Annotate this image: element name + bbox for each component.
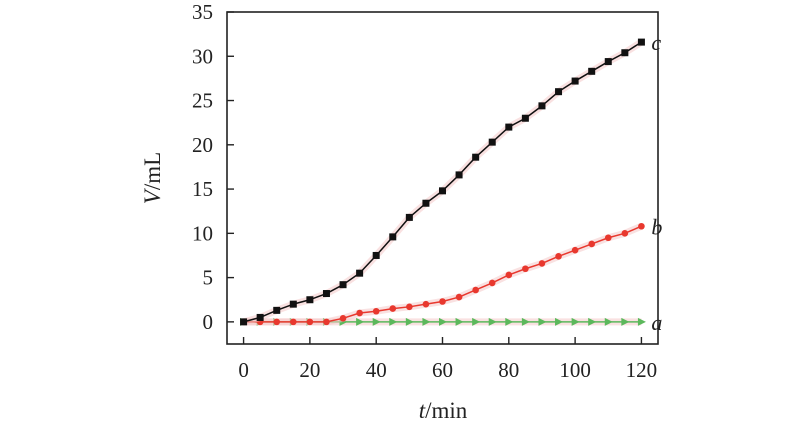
series-b-point [488, 279, 496, 287]
series-b-point [339, 315, 347, 322]
series-c-point [521, 114, 529, 122]
series-b-point [389, 305, 397, 312]
series-c-point [356, 269, 364, 277]
series-c-point [455, 171, 463, 179]
series-b-point [621, 230, 629, 237]
series-b-point [472, 286, 479, 294]
series-c-point [405, 213, 413, 221]
series-a-point [571, 317, 580, 326]
series-c-point [322, 290, 330, 298]
series-a-point [372, 317, 381, 326]
series-a-point [422, 317, 431, 326]
y-axis-label: V/mL [140, 152, 165, 204]
series-b-point [422, 300, 430, 308]
y-tick-label: 30 [192, 44, 213, 68]
series-c-point [273, 306, 281, 314]
series-c-point [256, 313, 264, 321]
x-tick-label: 80 [498, 358, 519, 382]
x-tick-label: 100 [559, 358, 591, 382]
series-a-point [356, 317, 365, 326]
series-b-point [571, 246, 579, 254]
x-tick-label: 60 [432, 358, 453, 382]
series-a-point [604, 317, 613, 326]
series-a-point [521, 317, 530, 326]
series-c-point [422, 199, 430, 207]
series-c-point [472, 153, 480, 161]
series-b-point [455, 293, 463, 301]
plot-area [226, 11, 659, 345]
series-c: c [240, 30, 661, 326]
series-c-point [306, 296, 314, 304]
series-a-point [505, 317, 514, 326]
series-c-point [604, 58, 612, 66]
series-a-point [439, 317, 447, 326]
series-a-point [637, 317, 646, 326]
y-tick-label: 35 [192, 0, 213, 24]
series-b-point [555, 253, 562, 260]
series-b-point [439, 298, 446, 305]
series-b-point [323, 318, 330, 326]
series-b-point [522, 265, 529, 273]
y-tick-label: 10 [192, 221, 213, 245]
series-a-point [555, 317, 564, 326]
series-a-point [488, 317, 497, 326]
series-b-point [538, 260, 546, 267]
tick-marks [227, 11, 643, 344]
y-tick-label: 20 [192, 133, 213, 157]
series-c-point [505, 123, 513, 131]
series-b-point [290, 318, 297, 326]
series-c-point [389, 233, 397, 241]
x-tick-label: 20 [299, 358, 320, 382]
y-tick-label: 5 [203, 266, 214, 290]
series-b-point [406, 303, 413, 311]
series-c-point [621, 49, 629, 57]
series-b-point [638, 222, 645, 230]
series-label-c: c [651, 30, 661, 55]
series-a-point [472, 317, 481, 326]
series-a-point [588, 317, 597, 326]
series-b-point [604, 234, 612, 242]
series-a-point [405, 317, 414, 326]
series-label-a: a [651, 310, 662, 335]
series-c-point [538, 102, 546, 110]
series-c-point [240, 318, 248, 326]
y-tick-label: 0 [203, 310, 214, 334]
series-label-b: b [651, 214, 662, 239]
series-b-point [588, 240, 595, 248]
series-b-point [273, 318, 281, 326]
series-c-point [637, 38, 645, 46]
series-b-point [372, 307, 380, 315]
tick-labels: 0 20 40 60 80 100 120 0 5 10 15 20 25 30 35 [192, 0, 657, 382]
series-c-point [372, 251, 380, 259]
y-tick-label: 15 [192, 177, 213, 201]
series-b: b [240, 214, 662, 326]
x-axis-label: t/min [419, 398, 468, 423]
series-c-point [289, 300, 297, 308]
series-b-point [505, 271, 513, 279]
series-a-point [621, 317, 630, 326]
series-c-point [588, 67, 596, 75]
series-a-point [538, 317, 547, 326]
series-b-point [306, 318, 314, 326]
x-tick-label: 120 [626, 358, 658, 382]
series-a-point [389, 317, 398, 326]
series-c-point [488, 138, 496, 146]
x-tick-label: 0 [238, 358, 249, 382]
series-c-point [555, 88, 563, 96]
series-c-point [439, 187, 446, 195]
x-tick-label: 40 [366, 358, 387, 382]
series-layer: a b c [240, 30, 662, 335]
series-c-point [339, 281, 347, 289]
y-tick-label: 25 [192, 89, 213, 113]
series-b-point [356, 309, 363, 317]
series-a-point [455, 317, 464, 326]
series-c-point [571, 77, 579, 85]
